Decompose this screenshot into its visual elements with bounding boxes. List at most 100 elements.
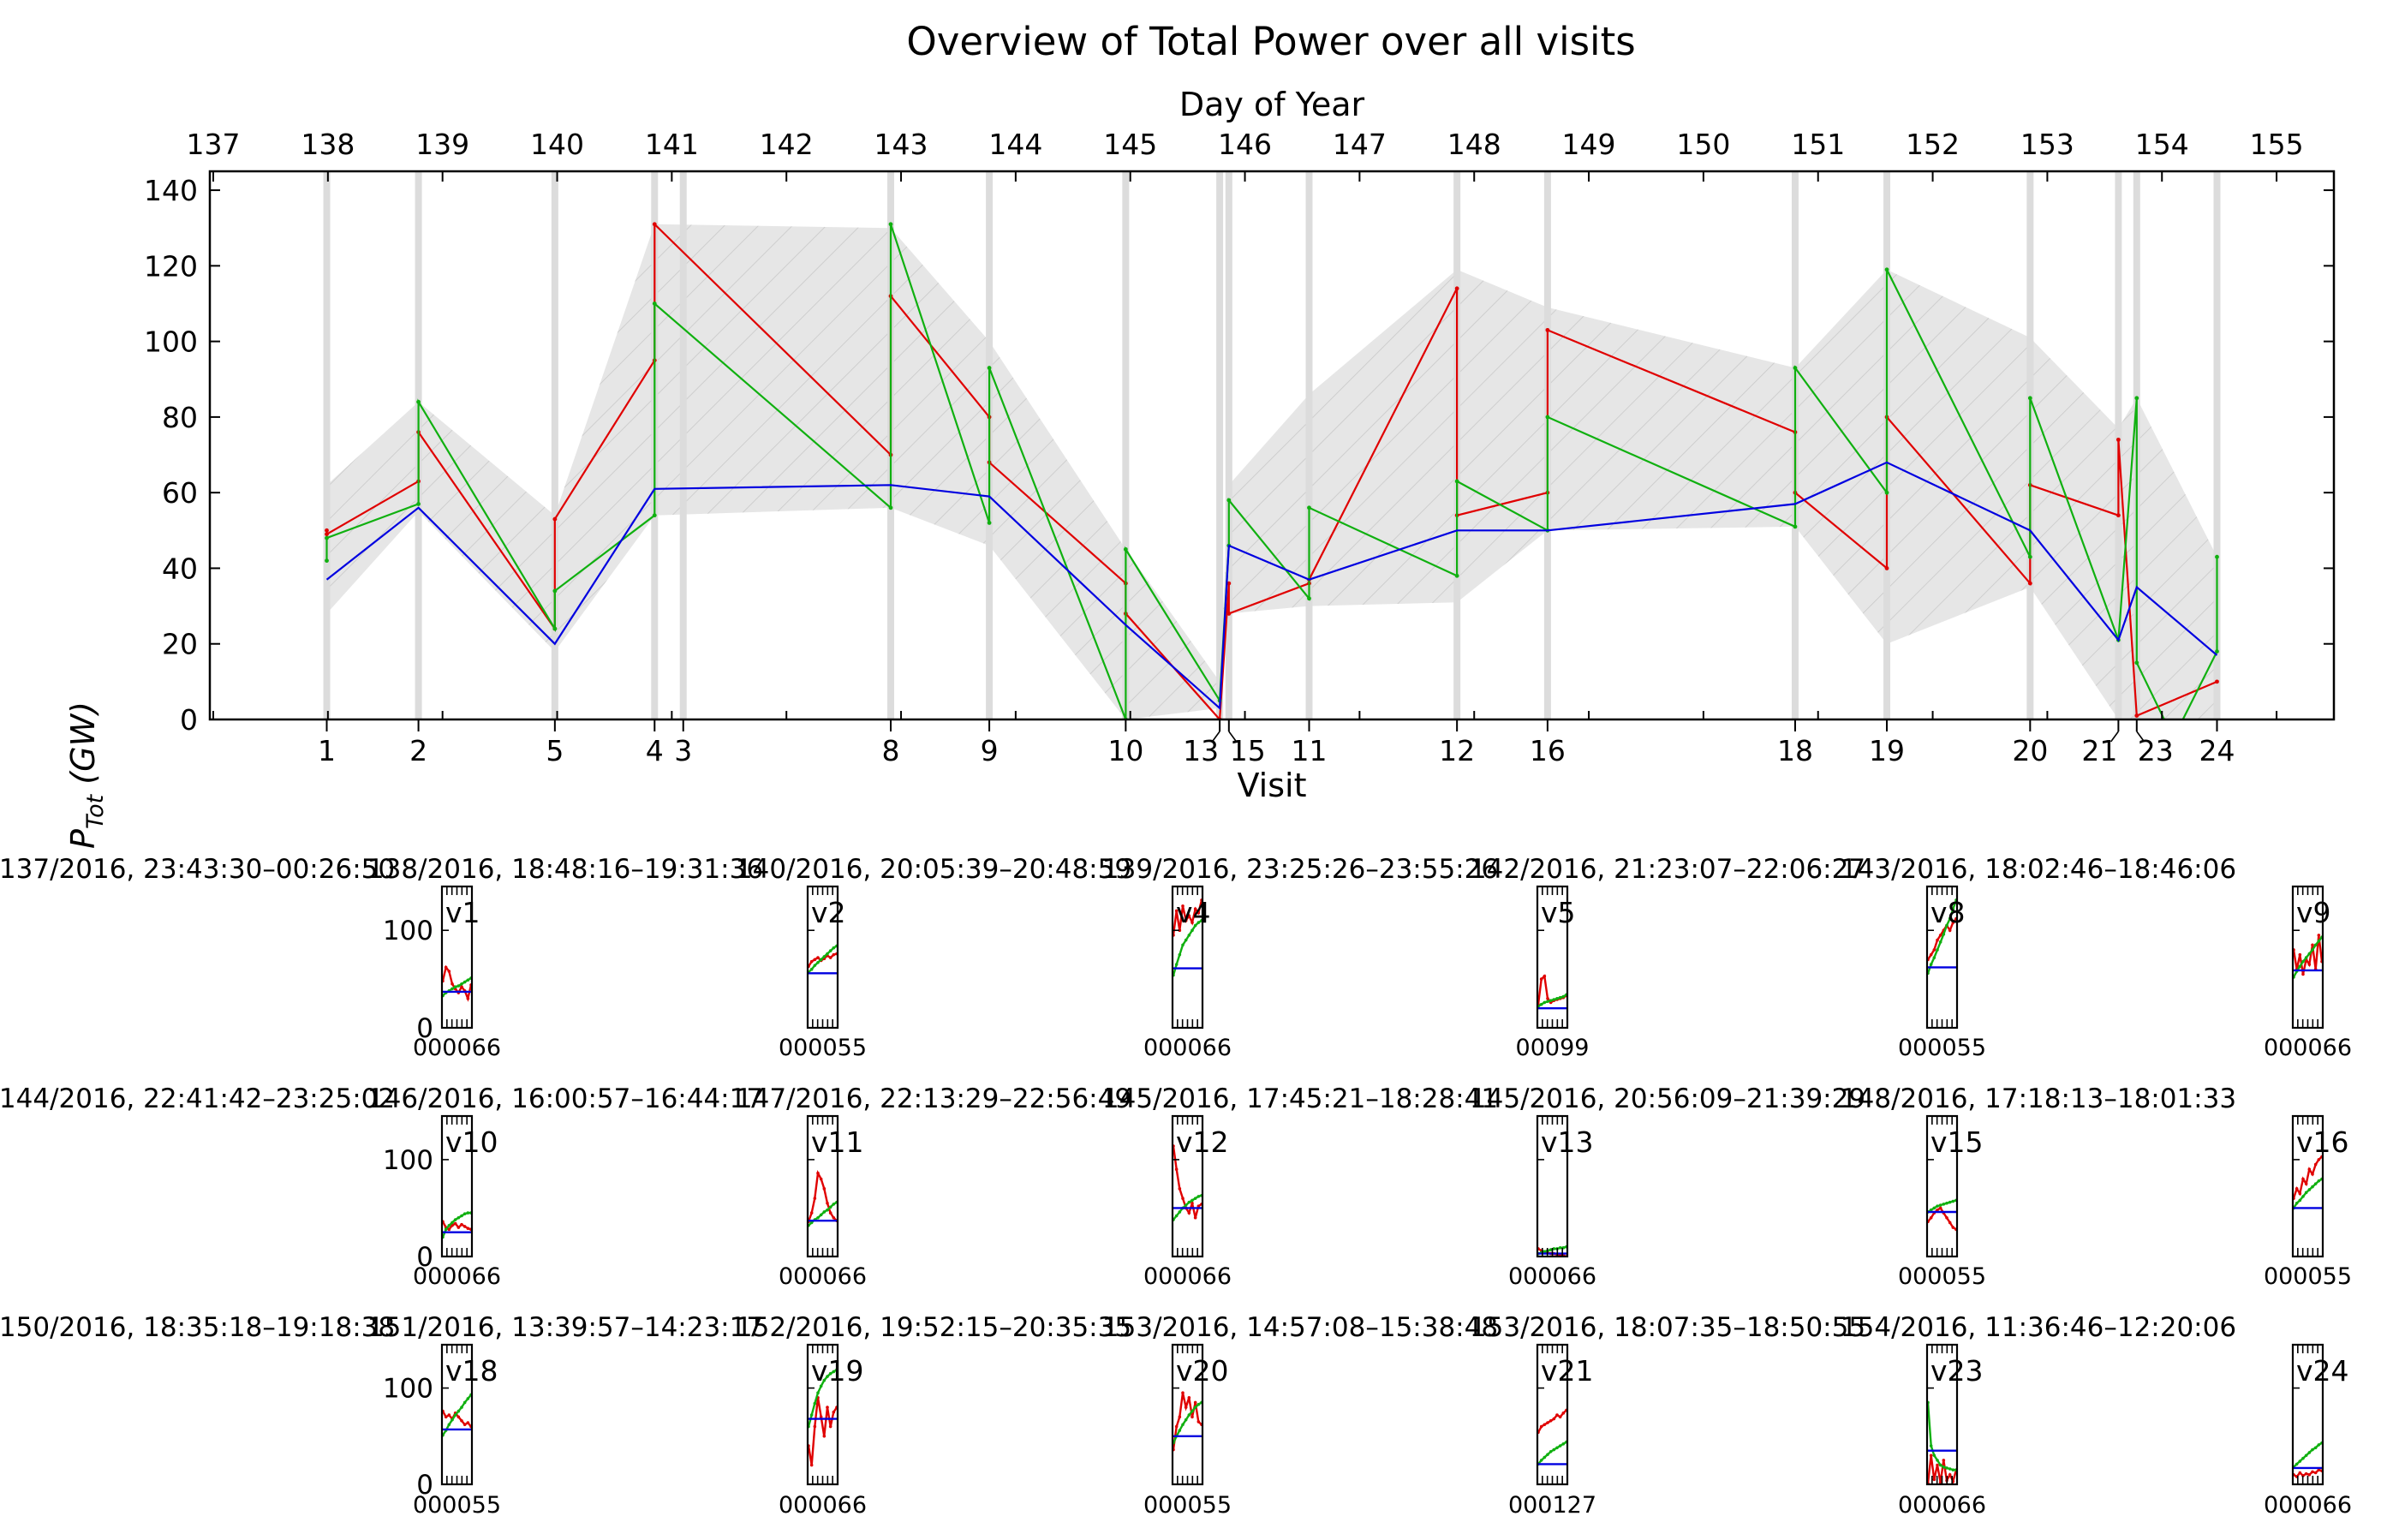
mini-series-0-point-8 [1196, 1420, 1201, 1424]
mini-series-0-point-7 [1558, 1415, 1562, 1419]
mini-x-tick-labels: 000066 [779, 1263, 867, 1290]
main-series-1-point-13 [1123, 546, 1128, 552]
mini-series-1-point-5 [1942, 1465, 1946, 1469]
mini-series-0-point-8 [466, 997, 470, 1000]
mini-series-1-point-3 [1546, 1000, 1549, 1004]
mini-visit-label: v23 [1930, 1354, 1984, 1388]
mini-series-0-point-3 [1936, 1463, 1939, 1467]
mini-plot-area [442, 1393, 472, 1437]
mini-series-0-point-6 [460, 1222, 463, 1227]
mini-plot-title: 153/2016, 18:07:35–18:50:55 [1470, 1312, 1865, 1343]
mini-series-line-1 [442, 1394, 472, 1436]
main-series-0-point-22 [1545, 327, 1550, 332]
mini-series-0-point-8 [832, 952, 836, 957]
mini-plot-title: 144/2016, 22:41:42–23:25:02 [0, 1083, 395, 1114]
mini-series-1-point-6 [1945, 1201, 1948, 1205]
mini-series-0-point-6 [1555, 1413, 1559, 1417]
mini-visit-label: v10 [445, 1125, 498, 1159]
mini-series-0-point-2 [2298, 1471, 2302, 1475]
mini-series-1-point-7 [1193, 923, 1197, 928]
mini-series-1-point-7 [1558, 995, 1562, 1000]
visit-tick-leader-21 [2109, 731, 2120, 743]
mini-series-0-point-8 [1196, 1204, 1201, 1208]
mini-series-1-point-4 [2304, 1453, 2308, 1458]
mini-series-0-point-2 [447, 1413, 451, 1417]
main-series-0-point-0 [325, 528, 329, 533]
mini-series-0-point-6 [826, 1406, 829, 1409]
mini-plot-v20: 152/2016, 19:52:15–20:35:35 000055 v20 [736, 1312, 1232, 1519]
mini-series-1-point-3 [451, 1418, 454, 1422]
mini-series-0-point-2 [2298, 952, 2302, 957]
mini-series-1-point-3 [2301, 1195, 2305, 1198]
mini-series-1-point-7 [462, 1212, 467, 1216]
mini-series-0-point-1 [1174, 909, 1179, 913]
main-series-1-point-4 [552, 626, 558, 631]
mini-series-1-point-2 [1932, 956, 1936, 959]
mini-x-tick-labels: 000066 [2264, 1492, 2352, 1519]
visit-band-24 [2213, 171, 2221, 719]
main-series-1-point-7 [652, 301, 657, 306]
mini-series-1-point-2 [1932, 1453, 1936, 1458]
mini-series-1-point-5 [1187, 934, 1191, 937]
mini-series-1-point-4 [453, 1413, 457, 1417]
mini-series-line-1 [2293, 1178, 2323, 1209]
mini-plot-title: 153/2016, 14:57:08–15:38:48 [1102, 1312, 1498, 1343]
mini-plots: 137/2016, 23:43:30–00:26:500100000066v11… [0, 854, 2352, 1519]
visit-tick-label-3: 3 [674, 734, 692, 767]
mini-series-0-point-3 [816, 956, 820, 959]
mini-series-1-point-6 [1945, 1466, 1948, 1470]
mini-series-0-point-6 [2311, 943, 2314, 947]
mini-plot-area [2293, 1155, 2323, 1210]
mini-series-1-point-6 [1190, 928, 1194, 933]
mini-series-0-point-2 [447, 970, 451, 973]
mini-series-1-point-3 [816, 1391, 820, 1395]
visit-tick-label-11: 11 [1291, 734, 1327, 767]
mini-series-1-point-2 [2298, 1459, 2302, 1463]
mini-series-line-0 [1173, 1145, 1202, 1219]
mini-x-tick-labels: 000066 [2264, 1035, 2352, 1061]
main-series-1-point-34 [2215, 554, 2219, 559]
mini-series-1-point-6 [2311, 1185, 2314, 1189]
mini-series-1-point-2 [1543, 1250, 1547, 1254]
mini-series-0-point-1 [444, 1415, 448, 1419]
mini-series-line-0 [1927, 1206, 1957, 1231]
mini-plot-v16: 148/2016, 17:18:13–18:01:33 000055 v16 [1841, 1083, 2352, 1290]
day-tick-label-143: 143 [874, 128, 928, 161]
visit-band-1 [323, 171, 331, 719]
mini-series-1-point-6 [1555, 997, 1559, 1000]
main-series-1-point-23 [1793, 524, 1798, 529]
mini-series-1-point-5 [822, 1210, 826, 1214]
day-tick-label-137: 137 [187, 128, 241, 161]
mini-series-line-1 [1537, 994, 1567, 1008]
y-tick-label-100: 100 [144, 325, 198, 359]
mini-series-0-point-7 [462, 1423, 467, 1427]
mini-visit-label: v15 [1930, 1125, 1984, 1159]
mini-series-0-point-2 [1543, 974, 1547, 978]
mini-series-1-point-1 [1929, 963, 1933, 966]
main-series-0-point-25 [1884, 566, 1889, 570]
mini-visit-label: v21 [1541, 1354, 1594, 1388]
mini-series-1-point-1 [809, 1221, 814, 1225]
y-tick-label-80: 80 [162, 401, 198, 434]
mini-series-0-point-2 [1543, 1423, 1547, 1427]
visit-tick-label-8: 8 [881, 734, 899, 767]
mini-series-1-point-4 [453, 985, 457, 989]
mini-plot-title: 138/2016, 18:48:16–19:31:36 [367, 854, 763, 885]
mini-series-0-point-4 [819, 1415, 823, 1419]
mini-plot-area [442, 964, 472, 1002]
day-tick-label-155: 155 [2250, 128, 2304, 161]
mini-series-1-point-3 [816, 960, 820, 964]
mini-x-tick-labels: 000066 [1143, 1035, 1232, 1061]
mini-series-0-point-8 [466, 1227, 470, 1230]
mini-plot-v13: 145/2016, 17:45:21–18:28:41 000066 v13 [1102, 1083, 1596, 1290]
mini-series-0-point-5 [2307, 1167, 2312, 1172]
mini-series-line-0 [808, 1169, 838, 1222]
mini-series-0-point-8 [832, 1215, 836, 1220]
mini-plot-title: 142/2016, 21:23:07–22:06:27 [1470, 854, 1865, 885]
mini-series-0-point-1 [1174, 1424, 1179, 1429]
mini-plot-v11: 146/2016, 16:00:57–16:44:17 000066 v11 [367, 1083, 867, 1290]
mini-series-1-point-5 [2307, 952, 2312, 956]
mini-series-1-point-7 [1193, 1197, 1197, 1200]
mini-series-0-point-1 [1929, 1453, 1933, 1458]
mini-series-1-point-5 [822, 1378, 826, 1382]
